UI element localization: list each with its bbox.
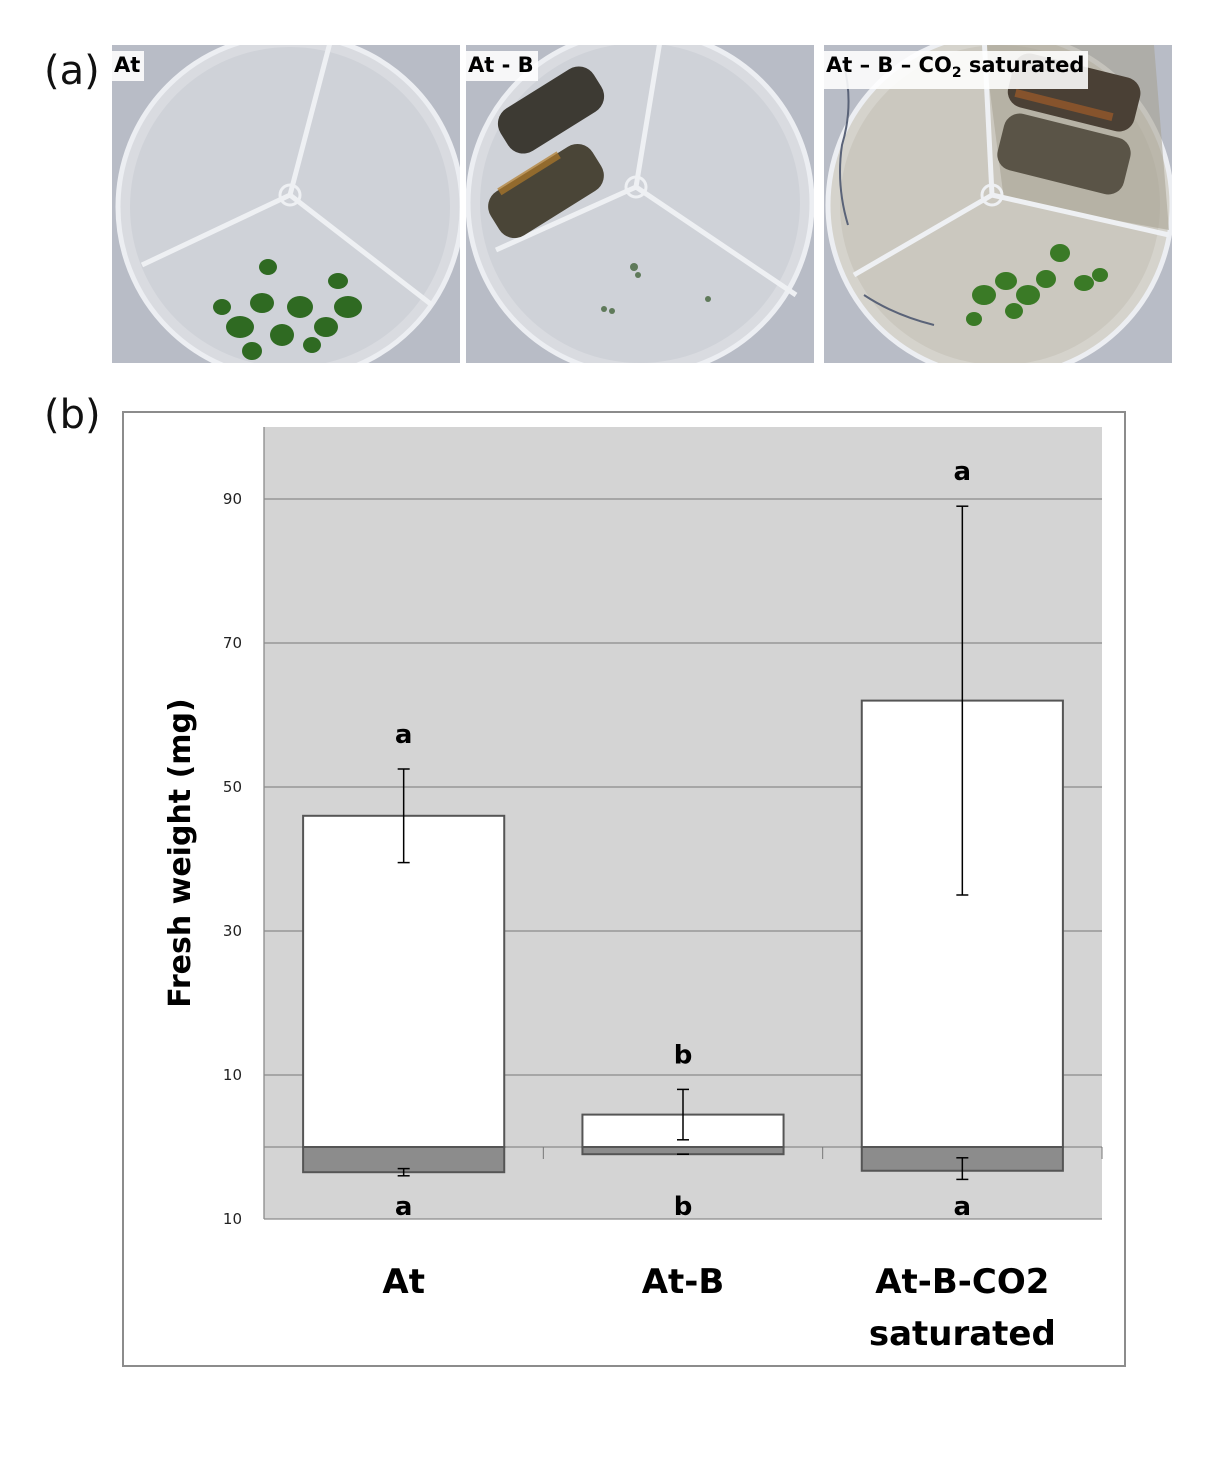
- category-label: At-B: [642, 1262, 725, 1302]
- y-tick-label: 90: [223, 490, 242, 508]
- y-tick-label: 70: [223, 634, 242, 652]
- panel-a-label: (a): [44, 48, 100, 94]
- significance-label: a: [954, 1192, 972, 1222]
- photo-at-b: At - B: [466, 45, 814, 363]
- photo-at-b-co2: At – B – CO2 saturated: [824, 45, 1172, 363]
- y-tick-label: 30: [223, 922, 242, 940]
- plant-rosette-icon: [966, 244, 1108, 326]
- y-tick-label: 10: [223, 1210, 242, 1228]
- bar-chart: 90 70 50 30 10 10 a b a a b a At At-B At-B-CO2 satura…: [163, 427, 1103, 1354]
- chart-frame: 90 70 50 30 10 10 a b a a b a At At-B At-B-CO2 satura…: [122, 411, 1126, 1367]
- y-tick-label: 50: [223, 778, 242, 796]
- panel-b-label: (b): [44, 392, 101, 438]
- photo-at-label: At: [112, 51, 145, 81]
- y-tick-label: 10: [223, 1066, 242, 1084]
- seedling-icon: [601, 263, 711, 314]
- significance-label: a: [395, 720, 413, 750]
- significance-label: a: [395, 1192, 413, 1222]
- y-tick-labels: 90 70 50 30 10 10: [223, 490, 242, 1228]
- significance-labels: a b a a b a: [395, 457, 971, 1222]
- significance-label: b: [674, 1192, 693, 1222]
- photo-at-b-label: At - B: [466, 51, 538, 81]
- y-axis-title: Fresh weight (mg): [163, 698, 198, 1008]
- bar: [302, 814, 506, 1148]
- photo-at: At: [112, 45, 460, 363]
- error-bars: [397, 505, 969, 1181]
- plant-rosette-icon: [213, 259, 362, 360]
- category-label: At-B-CO2: [875, 1262, 1049, 1302]
- significance-label: a: [954, 457, 972, 487]
- category-label: At: [382, 1262, 425, 1302]
- significance-label: b: [674, 1040, 693, 1070]
- category-label: saturated: [869, 1314, 1056, 1354]
- tube-icon: [488, 66, 605, 239]
- category-labels: At At-B At-B-CO2 saturated: [382, 1262, 1055, 1354]
- photo-at-b-co2-label: At – B – CO2 saturated: [824, 51, 1089, 90]
- bar: [581, 1146, 785, 1156]
